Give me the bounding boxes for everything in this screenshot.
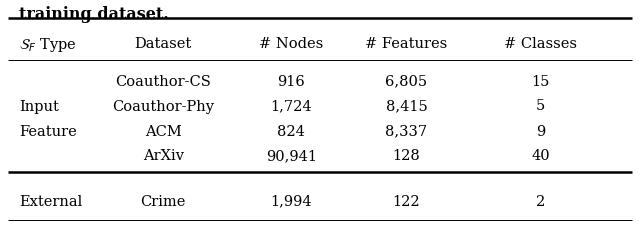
Text: Coauthor-CS: Coauthor-CS (115, 75, 211, 88)
Text: Crime: Crime (141, 195, 186, 208)
Text: 1,724: 1,724 (270, 99, 312, 114)
Text: Input: Input (19, 99, 59, 114)
Text: External: External (19, 195, 83, 208)
Text: # Features: # Features (365, 37, 447, 50)
Text: training dataset.: training dataset. (19, 6, 169, 23)
Text: 916: 916 (277, 75, 305, 88)
Text: 90,941: 90,941 (266, 150, 317, 163)
Text: 40: 40 (531, 150, 550, 163)
Text: $\mathcal{S}_F$ Type: $\mathcal{S}_F$ Type (19, 36, 77, 54)
Text: Dataset: Dataset (134, 37, 192, 50)
Text: ArXiv: ArXiv (143, 150, 184, 163)
Text: 8,337: 8,337 (385, 125, 428, 138)
Text: 9: 9 (536, 125, 545, 138)
Text: 2: 2 (536, 195, 545, 208)
Text: 5: 5 (536, 99, 545, 114)
Text: 1,994: 1,994 (270, 195, 312, 208)
Text: ACM: ACM (145, 125, 182, 138)
Text: 8,415: 8,415 (385, 99, 428, 114)
Text: 824: 824 (277, 125, 305, 138)
Text: Feature: Feature (19, 125, 77, 138)
Text: 15: 15 (532, 75, 550, 88)
Text: Coauthor-Phy: Coauthor-Phy (112, 99, 214, 114)
Text: 128: 128 (392, 150, 420, 163)
Text: # Classes: # Classes (504, 37, 577, 50)
Text: 122: 122 (392, 195, 420, 208)
Text: 6,805: 6,805 (385, 75, 428, 88)
Text: # Nodes: # Nodes (259, 37, 323, 50)
